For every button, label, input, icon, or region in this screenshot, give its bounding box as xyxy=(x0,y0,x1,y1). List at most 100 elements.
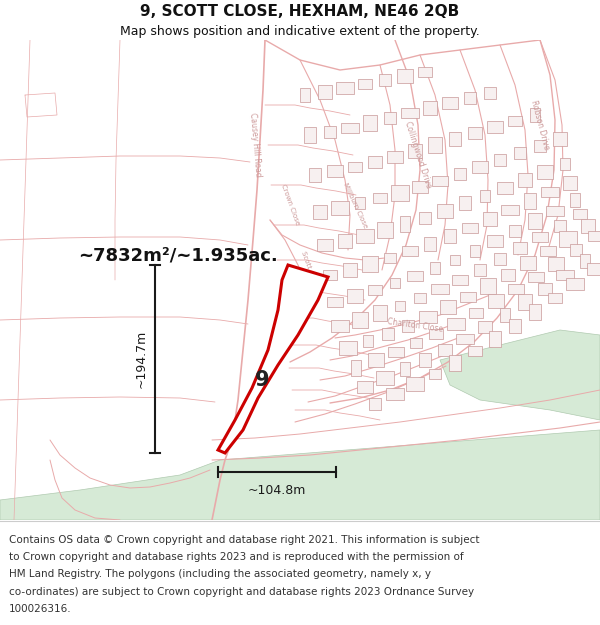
FancyBboxPatch shape xyxy=(527,213,542,229)
FancyBboxPatch shape xyxy=(509,226,521,237)
FancyBboxPatch shape xyxy=(408,144,422,158)
Text: Contains OS data © Crown copyright and database right 2021. This information is : Contains OS data © Crown copyright and d… xyxy=(9,535,479,545)
FancyBboxPatch shape xyxy=(331,201,349,215)
FancyBboxPatch shape xyxy=(336,82,354,94)
FancyBboxPatch shape xyxy=(508,284,524,294)
FancyBboxPatch shape xyxy=(563,176,577,190)
FancyBboxPatch shape xyxy=(418,68,431,77)
FancyBboxPatch shape xyxy=(449,132,461,146)
FancyBboxPatch shape xyxy=(400,216,410,232)
Text: Crown Close: Crown Close xyxy=(280,184,300,226)
FancyBboxPatch shape xyxy=(448,318,464,330)
FancyBboxPatch shape xyxy=(488,294,504,308)
FancyBboxPatch shape xyxy=(560,158,570,170)
Text: 100026316.: 100026316. xyxy=(9,604,71,614)
Text: HM Land Registry. The polygons (including the associated geometry, namely x, y: HM Land Registry. The polygons (includin… xyxy=(9,569,431,579)
Text: 9, SCOTT CLOSE, HEXHAM, NE46 2QB: 9, SCOTT CLOSE, HEXHAM, NE46 2QB xyxy=(140,4,460,19)
FancyBboxPatch shape xyxy=(464,92,476,104)
Text: Robson Drive: Robson Drive xyxy=(529,99,551,151)
FancyBboxPatch shape xyxy=(419,311,437,323)
FancyBboxPatch shape xyxy=(304,127,316,142)
FancyBboxPatch shape xyxy=(541,246,556,256)
FancyBboxPatch shape xyxy=(347,289,362,303)
Polygon shape xyxy=(218,265,328,453)
FancyBboxPatch shape xyxy=(541,187,559,198)
FancyBboxPatch shape xyxy=(483,212,497,226)
FancyBboxPatch shape xyxy=(559,231,577,247)
Text: ~7832m²/~1.935ac.: ~7832m²/~1.935ac. xyxy=(78,246,278,264)
FancyBboxPatch shape xyxy=(514,148,526,159)
FancyBboxPatch shape xyxy=(469,346,482,356)
FancyBboxPatch shape xyxy=(518,294,532,309)
FancyBboxPatch shape xyxy=(424,238,436,251)
FancyBboxPatch shape xyxy=(391,185,409,201)
FancyBboxPatch shape xyxy=(449,355,461,371)
FancyBboxPatch shape xyxy=(457,334,473,344)
FancyBboxPatch shape xyxy=(513,242,527,254)
FancyBboxPatch shape xyxy=(574,209,587,219)
FancyBboxPatch shape xyxy=(440,301,455,314)
FancyBboxPatch shape xyxy=(437,204,453,218)
FancyBboxPatch shape xyxy=(500,269,515,281)
FancyBboxPatch shape xyxy=(524,193,536,209)
FancyBboxPatch shape xyxy=(494,154,506,166)
FancyBboxPatch shape xyxy=(376,371,394,386)
FancyBboxPatch shape xyxy=(386,388,404,399)
FancyBboxPatch shape xyxy=(480,190,490,202)
FancyBboxPatch shape xyxy=(452,275,467,285)
FancyBboxPatch shape xyxy=(553,132,567,146)
FancyBboxPatch shape xyxy=(377,222,393,238)
FancyBboxPatch shape xyxy=(362,115,377,131)
FancyBboxPatch shape xyxy=(497,182,513,194)
FancyBboxPatch shape xyxy=(338,234,352,248)
FancyBboxPatch shape xyxy=(537,165,553,179)
FancyBboxPatch shape xyxy=(388,151,403,162)
FancyBboxPatch shape xyxy=(431,284,449,294)
FancyBboxPatch shape xyxy=(548,293,562,302)
FancyBboxPatch shape xyxy=(535,140,545,152)
FancyBboxPatch shape xyxy=(556,270,574,280)
FancyBboxPatch shape xyxy=(382,328,394,340)
FancyBboxPatch shape xyxy=(438,344,452,356)
FancyBboxPatch shape xyxy=(566,278,584,290)
FancyBboxPatch shape xyxy=(313,205,327,219)
FancyBboxPatch shape xyxy=(480,278,496,294)
FancyBboxPatch shape xyxy=(570,244,582,256)
FancyBboxPatch shape xyxy=(326,297,343,307)
FancyBboxPatch shape xyxy=(528,272,544,282)
FancyBboxPatch shape xyxy=(430,262,440,274)
FancyBboxPatch shape xyxy=(428,329,443,339)
Polygon shape xyxy=(440,330,600,420)
Text: 9: 9 xyxy=(254,370,269,390)
FancyBboxPatch shape xyxy=(356,229,374,243)
FancyBboxPatch shape xyxy=(373,192,388,203)
FancyBboxPatch shape xyxy=(532,232,548,242)
FancyBboxPatch shape xyxy=(395,301,405,311)
FancyBboxPatch shape xyxy=(348,161,362,172)
FancyBboxPatch shape xyxy=(487,121,503,133)
FancyBboxPatch shape xyxy=(580,254,590,268)
FancyBboxPatch shape xyxy=(538,283,553,294)
FancyBboxPatch shape xyxy=(373,306,388,321)
FancyBboxPatch shape xyxy=(351,360,361,376)
FancyBboxPatch shape xyxy=(494,253,506,266)
FancyBboxPatch shape xyxy=(412,181,428,193)
FancyBboxPatch shape xyxy=(587,262,600,276)
Text: co-ordinates) are subject to Crown copyright and database rights 2023 Ordnance S: co-ordinates) are subject to Crown copyr… xyxy=(9,587,474,597)
Polygon shape xyxy=(0,430,600,520)
FancyBboxPatch shape xyxy=(581,219,595,232)
FancyBboxPatch shape xyxy=(450,255,460,265)
Text: to Crown copyright and database rights 2023 and is reproduced with the permissio: to Crown copyright and database rights 2… xyxy=(9,552,464,562)
FancyBboxPatch shape xyxy=(401,108,419,118)
FancyBboxPatch shape xyxy=(385,253,395,263)
FancyBboxPatch shape xyxy=(570,192,580,208)
FancyBboxPatch shape xyxy=(352,312,368,328)
FancyBboxPatch shape xyxy=(406,378,424,391)
Text: Scott Close: Scott Close xyxy=(301,251,320,289)
FancyBboxPatch shape xyxy=(358,79,372,89)
FancyBboxPatch shape xyxy=(431,176,448,186)
FancyBboxPatch shape xyxy=(341,123,359,132)
FancyBboxPatch shape xyxy=(469,127,482,139)
FancyBboxPatch shape xyxy=(323,270,337,280)
FancyBboxPatch shape xyxy=(390,278,400,289)
